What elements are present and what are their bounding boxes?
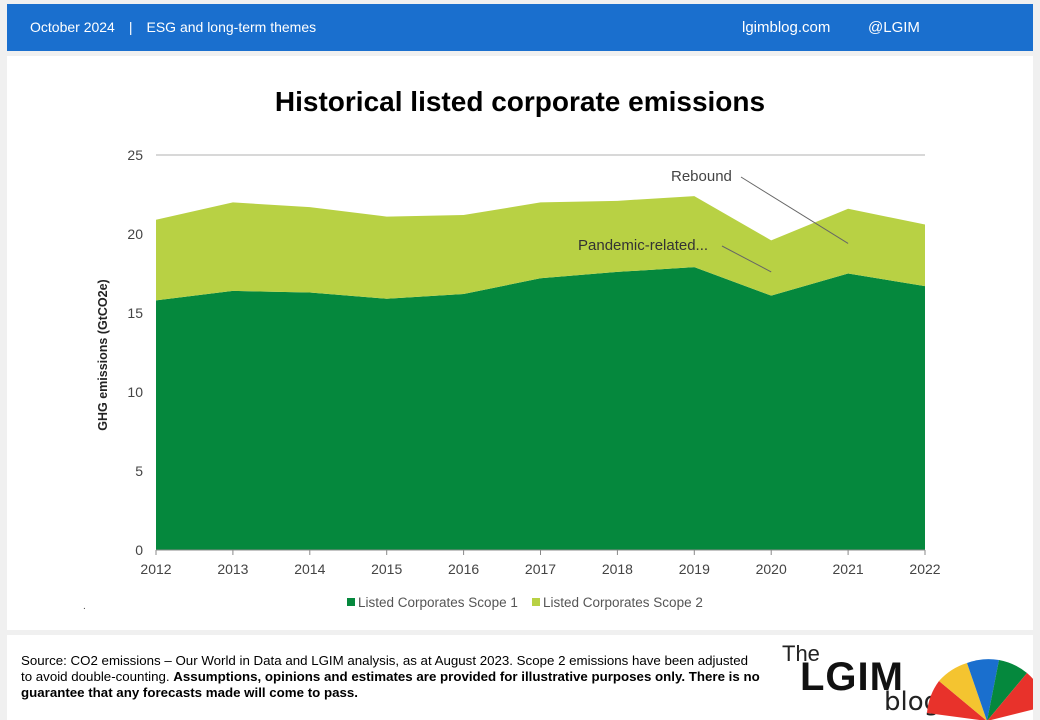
y-tick-label: 10	[127, 384, 143, 400]
y-tick-label: 0	[135, 542, 143, 558]
annotation-rebound: Rebound	[671, 168, 732, 185]
legend-label-2: Listed Corporates Scope 2	[543, 595, 703, 610]
x-tick-label: 2015	[371, 561, 402, 577]
x-tick-label: 2012	[140, 561, 171, 577]
x-tick-label: 2022	[909, 561, 940, 577]
umbrella-icon	[927, 659, 1033, 720]
y-tick-label: 5	[135, 463, 143, 479]
source-text: Source: CO2 emissions – Our World in Dat…	[21, 653, 749, 684]
banner-date: October 2024	[30, 19, 115, 35]
legend-swatch-1	[347, 598, 355, 606]
banner-section: ESG and long-term themes	[146, 19, 317, 35]
footer: Source: CO2 emissions – Our World in Dat…	[7, 635, 1033, 720]
y-tick-label: 15	[127, 305, 143, 321]
annotation-rebound-leader	[740, 176, 849, 244]
top-banner: October 2024 | ESG and long-term themes lg…	[7, 4, 1033, 51]
site-link[interactable]: lgimblog.com	[742, 19, 831, 36]
disclaimer-text: Assumptions, opinions and estimates are …	[21, 669, 760, 700]
source-note: Source: CO2 emissions – Our World in Dat…	[21, 653, 761, 701]
x-tick-label: 2019	[679, 561, 710, 577]
x-tick-label: 2018	[602, 561, 633, 577]
x-tick-label: 2014	[294, 561, 325, 577]
logo-the: The	[782, 641, 820, 666]
chart-title: Historical listed corporate emissions	[274, 86, 766, 117]
logo-lgim: LGIM	[800, 655, 904, 699]
lgim-blog-logo[interactable]: The LGIM blog	[782, 639, 1033, 720]
annotation-pandemic-leader	[721, 245, 772, 273]
x-tick-label: 2016	[448, 561, 479, 577]
legend-swatch-2	[532, 598, 540, 606]
x-tick-label: 2020	[756, 561, 787, 577]
banner-left: October 2024 | ESG and long-term themes	[30, 19, 316, 35]
banner-separator: |	[128, 19, 133, 35]
y-tick-label: 25	[127, 147, 143, 163]
x-tick-label: 2021	[833, 561, 864, 577]
x-tick-label: 2013	[217, 561, 248, 577]
area-series-1	[156, 267, 925, 550]
stray-mark: .	[83, 601, 86, 612]
twitter-handle-link[interactable]: @LGIM	[868, 19, 920, 36]
area-series-2	[156, 196, 925, 301]
x-tick-label: 2017	[525, 561, 556, 577]
y-axis-label: GHG emissions (GtCO2e)	[96, 279, 110, 430]
y-tick-label: 20	[127, 226, 143, 242]
annotation-pandemic: Pandemic-related...	[578, 237, 708, 254]
legend-label-1: Listed Corporates Scope 1	[358, 595, 518, 610]
